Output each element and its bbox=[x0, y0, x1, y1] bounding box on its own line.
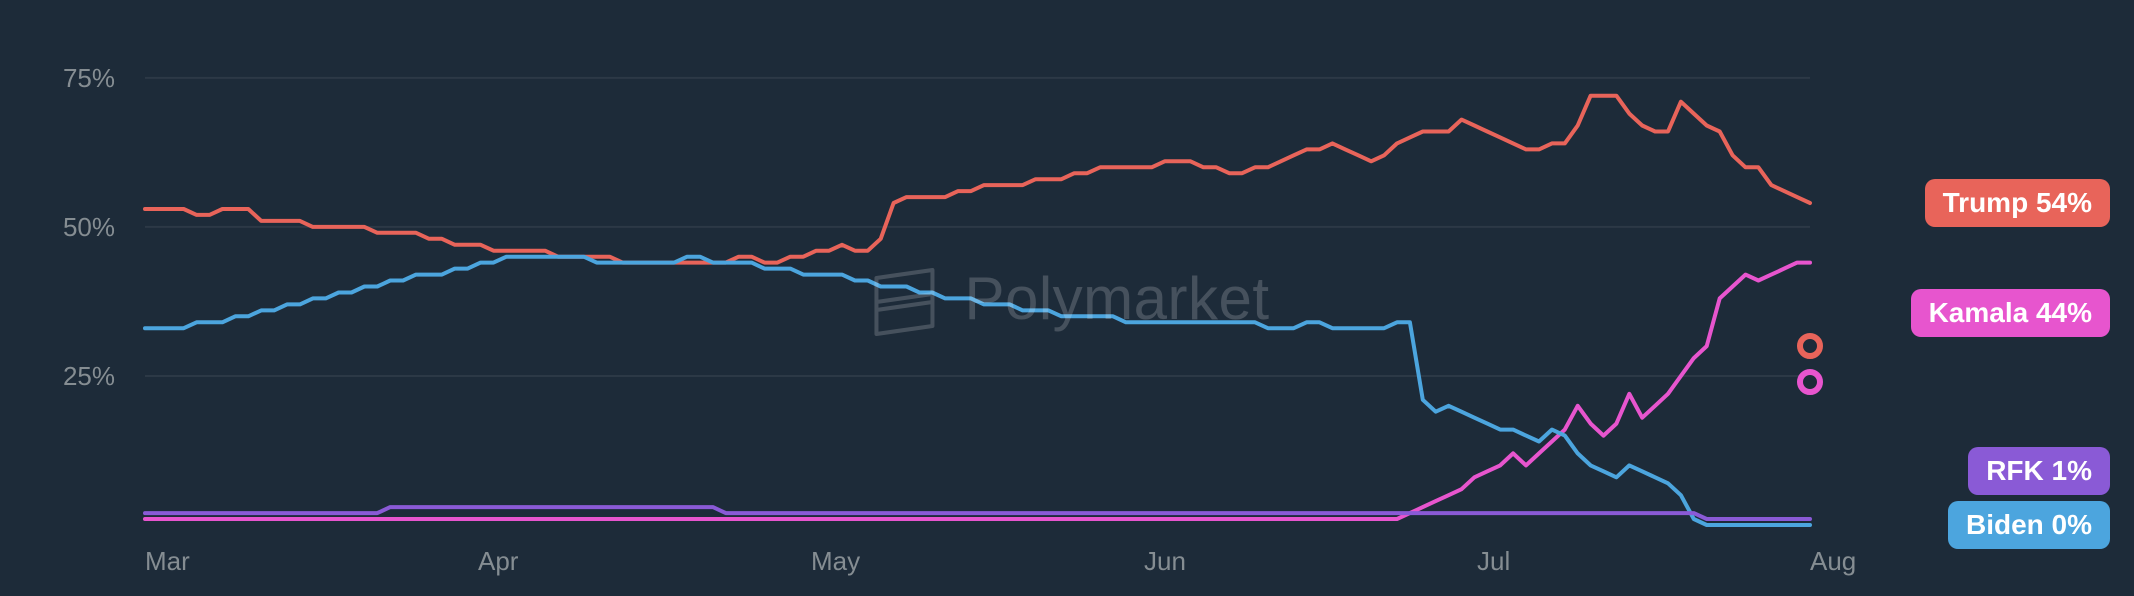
series-end-dot bbox=[1797, 333, 1823, 359]
y-tick-label: 25% bbox=[63, 361, 115, 391]
y-axis-labels: 25% 50% 75% bbox=[63, 63, 115, 391]
gridlines bbox=[145, 78, 1810, 376]
series-end-dot bbox=[1797, 369, 1823, 395]
y-tick-label: 50% bbox=[63, 212, 115, 242]
series-lines bbox=[145, 96, 1810, 525]
x-tick-label: Jul bbox=[1477, 546, 1510, 576]
chart-root: 25%50%75% MarAprMayJunJulAug Polymarket … bbox=[0, 0, 2134, 596]
x-tick-label: Aug bbox=[1810, 546, 1856, 576]
x-tick-label: Mar bbox=[145, 546, 190, 576]
x-tick-label: Apr bbox=[478, 546, 519, 576]
series-line-biden bbox=[145, 257, 1810, 525]
x-axis-labels: Mar Apr May Jun Jul Aug bbox=[145, 546, 1856, 576]
x-tick-label: Jun bbox=[1144, 546, 1186, 576]
y-tick-label: 75% bbox=[63, 63, 115, 93]
line-chart-svg: 25% 50% 75% Mar Apr May Jun Jul Aug bbox=[0, 0, 2134, 596]
x-tick-label: May bbox=[811, 546, 860, 576]
series-line-trump bbox=[145, 96, 1810, 263]
